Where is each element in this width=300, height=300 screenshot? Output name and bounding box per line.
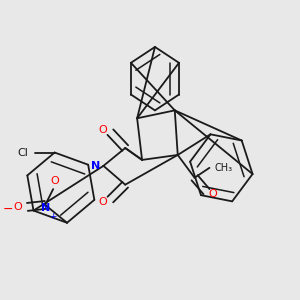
- Text: O: O: [51, 176, 59, 186]
- Text: N: N: [40, 203, 50, 213]
- Text: −: −: [2, 203, 13, 216]
- Text: CH₃: CH₃: [214, 163, 232, 173]
- Text: Cl: Cl: [17, 148, 28, 158]
- Text: O: O: [98, 125, 107, 135]
- Text: O: O: [13, 202, 22, 212]
- Text: N: N: [91, 161, 100, 171]
- Text: O: O: [98, 196, 107, 206]
- Text: +: +: [50, 212, 57, 221]
- Text: O: O: [208, 189, 217, 199]
